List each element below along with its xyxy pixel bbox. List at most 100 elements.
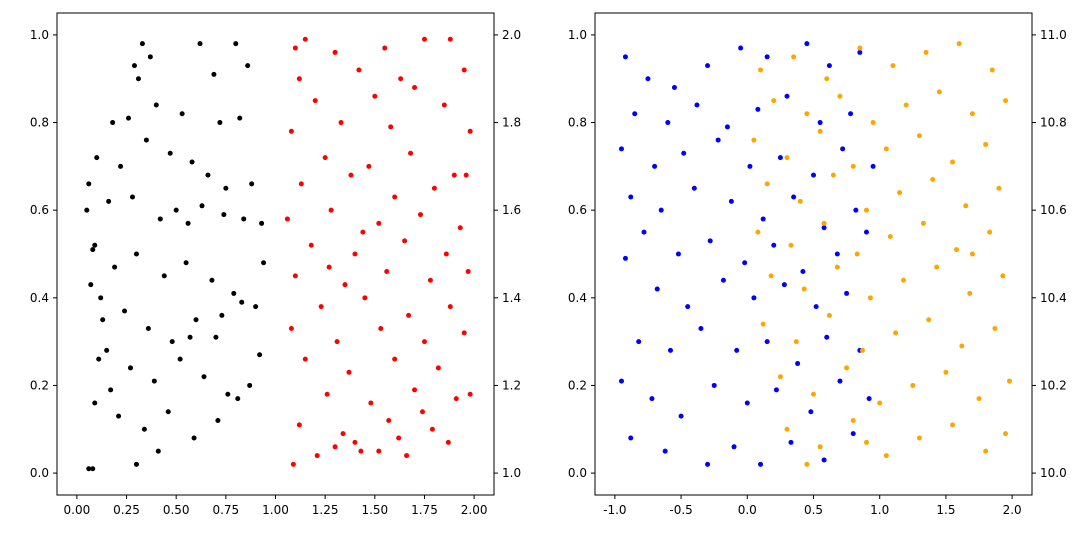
scatter-point-black-points: [92, 242, 98, 248]
scatter-point-orange-points: [877, 400, 883, 406]
scatter-point-orange-points: [1003, 98, 1009, 104]
scatter-point-black-points: [98, 295, 104, 301]
scatter-point-blue-points: [649, 396, 655, 402]
scatter-point-red-points: [292, 45, 298, 51]
scatter-point-black-points: [141, 426, 147, 432]
axes-spines: [594, 12, 1033, 496]
y-right-tick-label: 11.0: [1040, 28, 1067, 42]
scatter-point-orange-points: [987, 229, 993, 235]
x-tick-label: -1.0: [603, 503, 626, 517]
scatter-point-blue-points: [751, 295, 757, 301]
scatter-point-black-points: [233, 41, 239, 47]
scatter-point-blue-points: [808, 409, 814, 415]
y-left-tick-label: 0.8: [30, 116, 49, 130]
scatter-point-red-points: [298, 181, 304, 187]
scatter-point-blue-points: [758, 461, 764, 467]
scatter-point-black-points: [217, 120, 223, 126]
scatter-point-orange-points: [844, 365, 850, 371]
scatter-point-red-points: [358, 448, 364, 454]
scatter-point-blue-points: [645, 76, 651, 82]
scatter-point-blue-points: [844, 290, 850, 296]
scatter-point-red-points: [398, 76, 404, 82]
y-left-tick-label: 1.0: [30, 28, 49, 42]
x-tick-label: 0.5: [804, 503, 823, 517]
scatter-point-black-points: [129, 194, 135, 200]
scatter-point-blue-points: [728, 198, 734, 204]
scatter-point-black-points: [237, 115, 243, 121]
y-left-tick-label: 0.0: [568, 466, 587, 480]
scatter-point-blue-points: [784, 93, 790, 99]
scatter-point-orange-points: [983, 141, 989, 147]
scatter-point-black-points: [235, 396, 241, 402]
scatter-point-orange-points: [903, 102, 909, 108]
y-left-tick-label: 0.2: [30, 378, 49, 392]
scatter-point-black-points: [261, 260, 267, 266]
scatter-point-red-points: [362, 295, 368, 301]
scatter-point-orange-points: [850, 163, 856, 169]
scatter-point-black-points: [205, 172, 211, 178]
scatter-point-red-points: [356, 67, 362, 73]
scatter-point-orange-points: [890, 63, 896, 69]
scatter-point-orange-points: [755, 229, 761, 235]
scatter-point-orange-points: [837, 93, 843, 99]
scatter-point-orange-points: [969, 251, 975, 257]
scatter-point-black-points: [126, 115, 132, 121]
y-left-tick-label: 1.0: [568, 28, 587, 42]
scatter-point-black-points: [199, 203, 205, 209]
scatter-point-black-points: [145, 325, 151, 331]
scatter-point-black-points: [104, 347, 110, 353]
scatter-point-red-points: [441, 102, 447, 108]
scatter-point-orange-points: [821, 220, 827, 226]
scatter-point-blue-points: [817, 120, 823, 126]
scatter-point-black-points: [231, 290, 237, 296]
scatter-point-blue-points: [788, 439, 794, 445]
scatter-point-blue-points: [773, 387, 779, 393]
scatter-point-blue-points: [636, 339, 642, 345]
scatter-point-orange-points: [969, 111, 975, 117]
scatter-point-blue-points: [628, 194, 634, 200]
right-scatter-subplot: -1.0 -0.5 0.0 0.5 1.0 1.5 2.0 0.0 0.2 0.4 0.6 0.8 1.…: [538, 0, 1076, 553]
scatter-point-red-points: [386, 418, 392, 424]
scatter-point-red-points: [324, 391, 330, 397]
scatter-point-black-points: [241, 216, 247, 222]
scatter-point-blue-points: [724, 124, 730, 130]
scatter-point-orange-points: [989, 67, 995, 73]
y-left-tick-label: 0.2: [568, 378, 587, 392]
scatter-point-black-points: [221, 212, 227, 218]
y-right-tick-label: 10.0: [1040, 466, 1067, 480]
scatter-point-orange-points: [760, 321, 766, 327]
scatter-point-black-points: [219, 312, 225, 318]
scatter-point-black-points: [249, 181, 255, 187]
scatter-point-black-points: [257, 352, 263, 358]
y-right-tick-label: 1.8: [502, 116, 521, 130]
scatter-point-blue-points: [840, 146, 846, 152]
scatter-point-red-points: [318, 304, 324, 310]
y-right-tick-label: 1.6: [502, 203, 521, 217]
x-tick-label: 0.50: [163, 503, 190, 517]
scatter-point-orange-points: [870, 120, 876, 126]
scatter-point-blue-points: [667, 347, 673, 353]
scatter-point-blue-points: [755, 106, 761, 112]
scatter-point-orange-points: [976, 396, 982, 402]
scatter-point-orange-points: [817, 128, 823, 134]
scatter-point-black-points: [215, 418, 221, 424]
scatter-point-red-points: [376, 448, 382, 454]
scatter-point-orange-points: [943, 369, 949, 375]
scatter-point-orange-points: [863, 439, 869, 445]
scatter-point-blue-points: [771, 242, 777, 248]
scatter-point-black-points: [133, 461, 139, 467]
scatter-point-blue-points: [837, 378, 843, 384]
scatter-point-red-points: [366, 163, 372, 169]
y-left-tick-label: 0.4: [30, 291, 49, 305]
scatter-point-red-points: [368, 400, 374, 406]
scatter-point-blue-points: [681, 150, 687, 156]
scatter-point-orange-points: [817, 444, 823, 450]
scatter-point-orange-points: [784, 155, 790, 161]
y-right-tick-label: 1.2: [502, 378, 521, 392]
scatter-point-orange-points: [956, 41, 962, 47]
scatter-point-red-points: [392, 194, 398, 200]
scatter-point-black-points: [179, 111, 185, 117]
scatter-point-black-points: [96, 356, 102, 362]
scatter-point-blue-points: [760, 216, 766, 222]
scatter-point-red-points: [382, 45, 388, 51]
